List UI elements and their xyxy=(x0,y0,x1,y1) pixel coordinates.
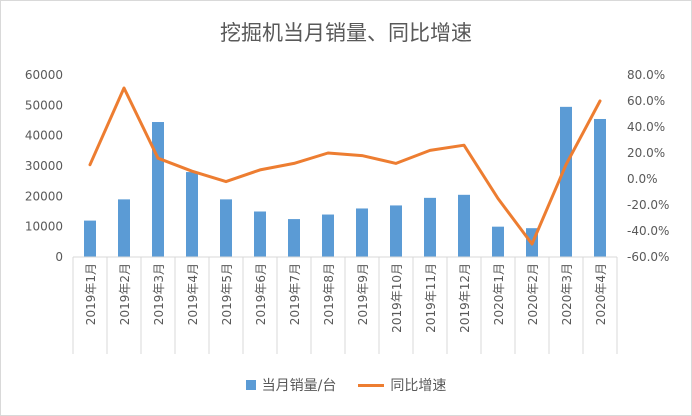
y-left-tick-label: 20000 xyxy=(25,189,63,203)
x-tick-label: 2019年1月 xyxy=(84,263,98,325)
y-right-tick-label: -20.0% xyxy=(627,198,669,212)
bar xyxy=(356,208,368,257)
y-left-tick-label: 0 xyxy=(55,250,63,264)
bar xyxy=(84,220,96,257)
bar xyxy=(322,214,334,257)
bar xyxy=(118,199,130,257)
x-tick-label: 2019年2月 xyxy=(118,263,132,325)
y-right-tick-label: 0.0% xyxy=(627,172,658,186)
y-left-tick-label: 50000 xyxy=(25,98,63,112)
y-right-tick-label: 80.0% xyxy=(627,68,665,82)
legend-swatch-bar xyxy=(245,380,256,390)
growth-line xyxy=(88,86,602,246)
legend-item-growth: 同比增速 xyxy=(358,375,446,395)
bar xyxy=(186,172,198,257)
bar xyxy=(254,211,266,257)
y-right-tick-label: 60.0% xyxy=(627,94,665,108)
y-right-tick-label: 20.0% xyxy=(627,146,665,160)
x-tick-label: 2019年8月 xyxy=(322,263,336,325)
legend-label-sales: 当月销量/台 xyxy=(261,378,337,394)
bar xyxy=(458,194,470,257)
bar xyxy=(152,122,164,258)
x-tick-label: 2019年9月 xyxy=(356,263,370,325)
bar xyxy=(594,118,606,257)
bar xyxy=(424,197,436,257)
x-tick-label: 2019年11月 xyxy=(424,263,438,333)
x-tick-label: 2020年1月 xyxy=(492,263,506,325)
x-tick-label: 2019年4月 xyxy=(186,263,200,325)
legend: 当月销量/台 同比增速 xyxy=(1,375,691,395)
y-right-tick-label: -60.0% xyxy=(627,250,669,264)
x-tick-label: 2020年4月 xyxy=(594,263,608,325)
x-tick-label: 2019年10月 xyxy=(390,263,404,333)
bar xyxy=(390,205,402,257)
bar xyxy=(560,106,572,257)
y-right-tick-label: -40.0% xyxy=(627,224,669,238)
x-tick-label: 2019年7月 xyxy=(288,263,302,325)
bar xyxy=(220,199,232,257)
x-tick-label: 2020年3月 xyxy=(560,263,574,325)
x-tick-label: 2019年3月 xyxy=(152,263,166,325)
x-tick-label: 2019年12月 xyxy=(458,263,472,333)
x-tick-label: 2019年6月 xyxy=(254,263,268,325)
y-left-tick-label: 60000 xyxy=(25,68,63,82)
legend-swatch-line xyxy=(358,383,385,387)
x-tick-label: 2019年5月 xyxy=(220,263,234,325)
x-tick-label: 2020年2月 xyxy=(526,263,540,325)
y-right-tick-label: 40.0% xyxy=(627,120,665,134)
y-left-tick-label: 40000 xyxy=(25,129,63,143)
y-left-tick-label: 10000 xyxy=(25,220,63,234)
legend-label-growth: 同比增速 xyxy=(390,378,447,394)
y-left-tick-label: 30000 xyxy=(25,159,63,173)
legend-item-sales: 当月销量/台 xyxy=(245,375,337,395)
chart-title: 挖掘机当月销量、同比增速 xyxy=(220,21,472,45)
bar xyxy=(288,219,300,257)
bar xyxy=(492,226,504,257)
